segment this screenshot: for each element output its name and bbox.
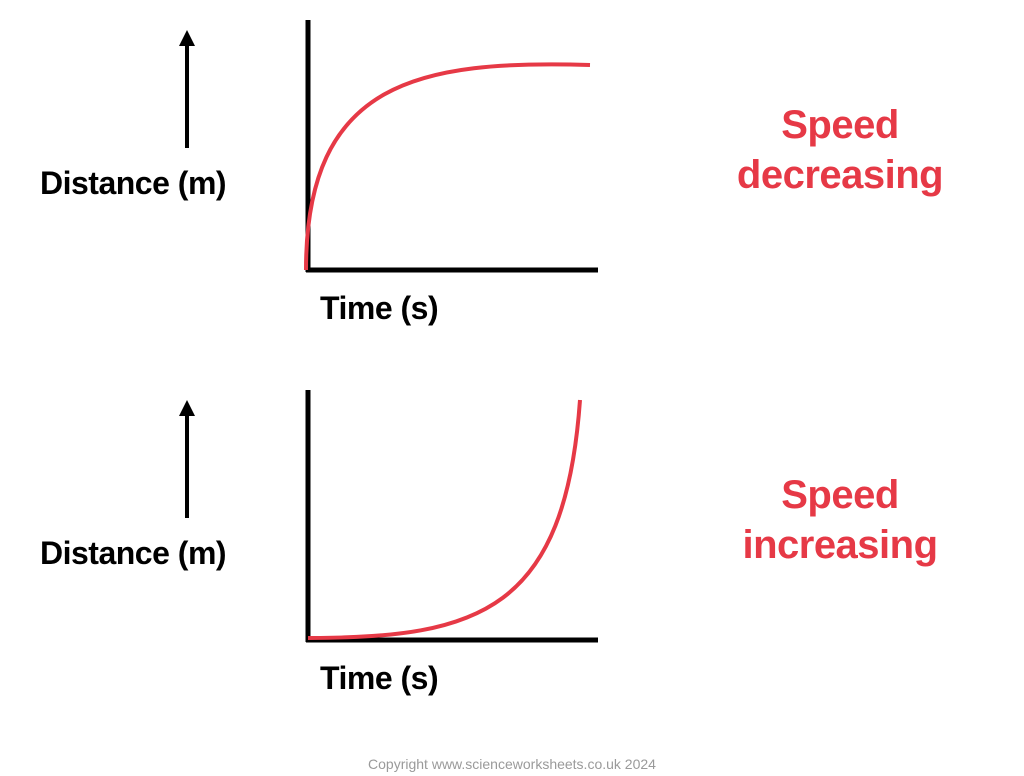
y-axis-label: Distance (m) — [40, 165, 226, 202]
y-axis-label: Distance (m) — [40, 535, 226, 572]
graph-panel-decreasing: Distance (m) Time (s) Speed decreasing — [0, 10, 1024, 370]
graph-panel-increasing: Distance (m) Time (s) Speed increasing — [0, 380, 1024, 740]
x-axis-label: Time (s) — [320, 660, 438, 697]
copyright-text: Copyright www.scienceworksheets.co.uk 20… — [0, 756, 1024, 772]
y-arrow-icon — [175, 400, 199, 520]
graph-decelerating — [300, 20, 600, 280]
x-axis-label: Time (s) — [320, 290, 438, 327]
y-arrow-icon — [175, 30, 199, 150]
graph-caption: Speed decreasing — [680, 100, 1000, 200]
graph-accelerating — [300, 390, 600, 650]
graph-caption: Speed increasing — [680, 470, 1000, 570]
